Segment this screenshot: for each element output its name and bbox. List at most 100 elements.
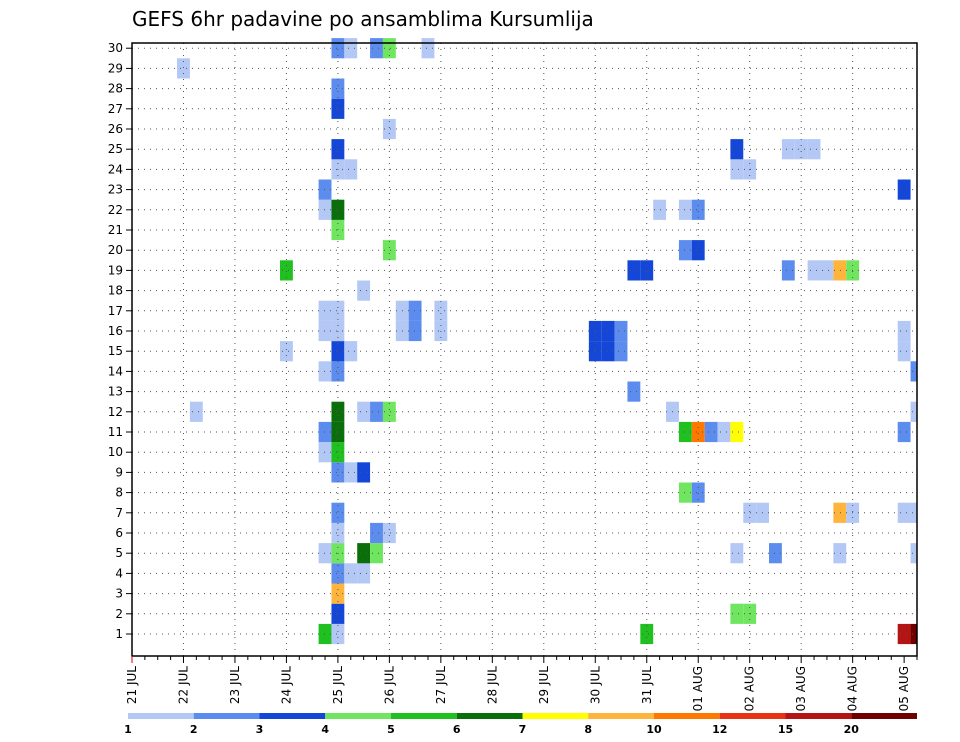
- y-tick-label: 25: [108, 142, 123, 156]
- y-tick-label: 26: [108, 122, 123, 136]
- colorbar-tick-label: 3: [256, 723, 264, 736]
- heatmap-cell: [318, 199, 332, 220]
- x-tick-label: 30 JUL: [588, 666, 602, 704]
- heatmap-cell: [627, 260, 641, 281]
- y-tick-label: 27: [108, 102, 123, 116]
- heatmap-cell: [653, 199, 667, 220]
- y-tick-label: 23: [108, 183, 123, 197]
- x-tick-label: 27 JUL: [434, 666, 448, 704]
- heatmap-cell: [357, 280, 371, 301]
- colorbar-segment: [719, 713, 786, 719]
- x-axis: 21 JUL 22 JUL 23 JUL 24 JUL 25 JUL 26 JUL 27 J…: [125, 656, 918, 711]
- heatmap-cell: [897, 341, 911, 362]
- x-tick-label: 03 AUG: [794, 666, 808, 711]
- y-tick-label: 1: [115, 627, 123, 641]
- y-tick-label: 20: [108, 243, 123, 257]
- y-tick-label: 16: [108, 324, 123, 338]
- y-tick-label: 24: [108, 162, 123, 176]
- x-tick-label: 31 JUL: [640, 666, 654, 704]
- heatmap-cell: [331, 361, 345, 382]
- heatmap-cell: [678, 199, 692, 220]
- heatmap-cell: [331, 563, 345, 584]
- y-tick-label: 9: [115, 465, 123, 479]
- heatmap-cell: [820, 260, 834, 281]
- y-tick-label: 2: [115, 607, 123, 621]
- x-tick-label: 21 JUL: [125, 666, 139, 704]
- colorbar-segment: [785, 713, 852, 719]
- colorbar-segment: [325, 713, 391, 719]
- x-tick-label: 22 JUL: [176, 666, 190, 704]
- heatmap-cell: [382, 240, 396, 261]
- heatmap-cell: [769, 543, 782, 564]
- heatmap-cell: [614, 341, 628, 362]
- y-tick-label: 22: [108, 203, 123, 217]
- heatmap-cell: [833, 260, 847, 281]
- heatmap-cell: [408, 320, 422, 342]
- y-tick-label: 7: [115, 506, 123, 520]
- colorbar-tick-label: 7: [519, 723, 527, 736]
- heatmap-cell: [897, 179, 911, 200]
- y-tick-label: 5: [115, 546, 123, 560]
- colorbar-segment: [456, 713, 523, 719]
- heatmap-cell: [382, 522, 396, 544]
- heatmap-cell: [177, 58, 190, 79]
- heatmap-cell: [331, 139, 345, 160]
- y-tick-label: 15: [108, 344, 123, 358]
- y-tick-label: 6: [115, 526, 123, 540]
- x-tick-label: 28 JUL: [485, 666, 499, 704]
- y-axis: 1234567891011121314151617181920212223242…: [108, 41, 132, 641]
- x-tick-label: 26 JUL: [382, 666, 396, 704]
- heatmap-cell: [601, 320, 615, 342]
- heatmap-cell: [897, 421, 911, 443]
- heatmap-cell: [318, 442, 332, 463]
- heatmap-cell: [704, 421, 718, 443]
- y-tick-label: 3: [115, 587, 123, 601]
- heatmap-cell: [344, 462, 358, 483]
- colorbar-tick-label: 20: [844, 723, 860, 736]
- heatmap-cell: [833, 502, 847, 523]
- x-tick-label: 02 AUG: [743, 666, 757, 711]
- heatmap-cell: [357, 462, 371, 483]
- heatmap-cell: [331, 502, 345, 523]
- colorbar-tick-label: 10: [646, 723, 662, 736]
- colorbar-segment: [588, 713, 654, 719]
- y-tick-label: 13: [108, 385, 123, 399]
- chart-title: GEFS 6hr padavine po ansamblima Kursumli…: [132, 7, 594, 31]
- heatmap-cell: [344, 341, 358, 362]
- heatmap-cell: [318, 421, 332, 443]
- heatmap-cell: [279, 260, 293, 281]
- colorbar-tick-label: 2: [190, 723, 198, 736]
- heatmap-cell: [910, 623, 917, 645]
- heatmap-cell: [331, 341, 345, 362]
- y-tick-label: 12: [108, 405, 123, 419]
- heatmap-cell: [382, 401, 396, 422]
- heatmap-cell: [730, 421, 744, 443]
- heatmap-cell: [331, 78, 345, 99]
- heatmap-cell: [588, 341, 602, 362]
- heatmap-cell: [691, 421, 705, 443]
- x-tick-label: 05 AUG: [897, 666, 911, 711]
- y-tick-label: 28: [108, 82, 123, 96]
- heatmap-cell: [357, 563, 371, 584]
- heatmap-cell: [794, 139, 808, 160]
- heatmap-cell: [910, 543, 917, 564]
- heatmap-cell: [897, 320, 911, 342]
- y-tick-label: 10: [108, 445, 123, 459]
- y-tick-label: 18: [108, 284, 123, 298]
- heatmap-cell: [318, 320, 332, 342]
- heatmap-cell: [318, 179, 332, 200]
- colorbar-tick-label: 15: [778, 723, 793, 736]
- heatmap-cell: [318, 300, 332, 321]
- heatmap-cell: [331, 401, 345, 422]
- heatmap-cell: [614, 320, 628, 342]
- x-tick-label: 25 JUL: [331, 666, 345, 704]
- heatmap-cell: [678, 482, 692, 503]
- colorbar-tick-label: 4: [321, 723, 329, 736]
- y-tick-label: 21: [108, 223, 123, 237]
- colorbar-tick-label: 1: [124, 723, 132, 736]
- colorbar-segment: [654, 713, 720, 719]
- heatmap-cell: [730, 159, 744, 180]
- heatmap-cell: [807, 260, 821, 281]
- colorbar-segment: [259, 713, 326, 719]
